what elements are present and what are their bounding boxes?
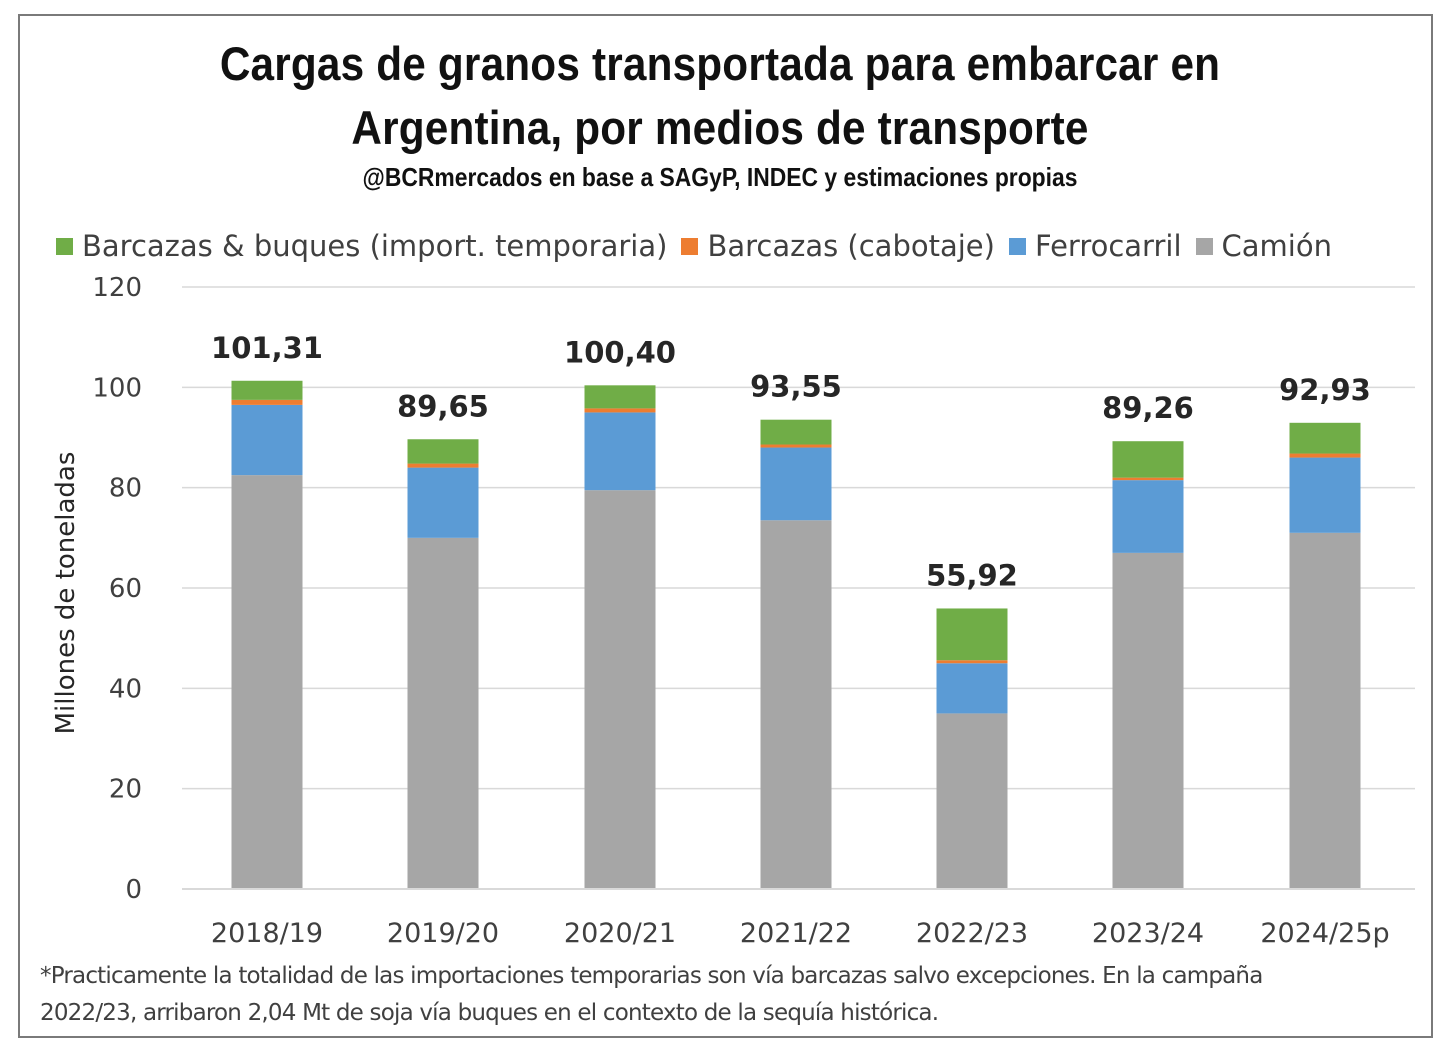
bar-total-label: 55,92 <box>926 558 1018 592</box>
x-tick-label: 2022/23 <box>916 918 1028 949</box>
bar-total-label: 92,93 <box>1279 373 1371 407</box>
bar-segment <box>1289 532 1361 889</box>
x-tick-label: 2018/19 <box>211 918 323 949</box>
bar-segment <box>1112 477 1184 481</box>
legend-label: Barcazas (cabotaje) <box>707 229 995 263</box>
legend-item: Barcazas & buques (import. temporaria) <box>56 229 667 263</box>
bar-segment <box>407 463 479 468</box>
bar-segment <box>407 537 479 889</box>
bar-segment <box>936 663 1008 714</box>
bar-segment <box>936 660 1008 664</box>
y-tick-label: 80 <box>109 474 142 504</box>
y-tick-label: 60 <box>109 574 142 604</box>
bar-segment <box>231 380 303 400</box>
bar-segment <box>231 399 303 405</box>
bar-segment <box>1289 457 1361 533</box>
bar-segment <box>1112 552 1184 889</box>
y-tick-label: 40 <box>109 674 142 704</box>
bar-segment <box>1112 441 1184 478</box>
x-tick-label: 2019/20 <box>387 918 499 949</box>
bar-segment <box>1289 453 1361 458</box>
legend-swatch <box>1195 237 1213 255</box>
chart-title: Cargas de granos transportada para embar… <box>72 32 1368 160</box>
bar-segment <box>1112 480 1184 553</box>
bar-segment <box>936 608 1008 661</box>
legend-label: Camión <box>1221 229 1332 263</box>
bar-total-label: 93,55 <box>750 370 842 404</box>
bar-segment <box>760 419 832 445</box>
legend-swatch <box>56 237 73 255</box>
legend-label: Barcazas & buques (import. temporaria) <box>82 229 668 263</box>
bar-segment <box>760 520 832 889</box>
footnote-line-2: 2022/23, arribaron 2,04 Mt de soja vía b… <box>40 1000 939 1026</box>
legend-item: Camión <box>1195 229 1332 263</box>
bar-total-label: 89,26 <box>1102 391 1194 425</box>
bar-total-label: 100,40 <box>564 335 676 369</box>
bar-segment <box>1289 422 1361 454</box>
bar-segment <box>760 444 832 448</box>
bar-segment <box>407 439 479 464</box>
y-tick-label: 100 <box>92 373 142 403</box>
legend-swatch <box>1008 237 1026 255</box>
chart-title-line-2: Argentina, por medios de transporte <box>351 101 1089 154</box>
y-tick-label: 20 <box>109 775 142 805</box>
x-tick-label: 2023/24 <box>1092 918 1204 949</box>
bar-segment <box>584 490 656 889</box>
bar-total-label: 101,31 <box>211 331 323 365</box>
footnote-line-1: *Practicamente la totalidad de las impor… <box>40 963 1263 989</box>
x-tick-label: 2024/25p <box>1260 918 1389 949</box>
legend-item: Barcazas (cabotaje) <box>681 229 995 263</box>
y-axis-label: Millones de toneladas <box>51 452 81 735</box>
x-tick-label: 2020/21 <box>564 918 676 949</box>
bar-segment <box>584 408 656 413</box>
bar-segment <box>936 713 1008 889</box>
bar-segment <box>231 404 303 476</box>
bar-total-label: 89,65 <box>397 389 489 423</box>
bar-segment <box>584 412 656 491</box>
chart-title-line-1: Cargas de granos transportada para embar… <box>219 37 1221 90</box>
x-tick-label: 2021/22 <box>740 918 852 949</box>
bar-segment <box>407 467 479 538</box>
legend-swatch <box>681 237 699 255</box>
y-tick-label: 0 <box>125 875 142 905</box>
footnote: *Practicamente la totalidad de las impor… <box>40 958 1410 1032</box>
chart-subtitle: @BCRmercados en base a SAGyP, INDEC y es… <box>362 162 1078 192</box>
legend-label: Ferrocarril <box>1034 229 1182 263</box>
y-tick-label: 120 <box>92 273 142 303</box>
bar-segment <box>760 447 832 521</box>
bar-segment <box>231 475 303 889</box>
legend-item: Ferrocarril <box>1008 229 1182 263</box>
chart-legend: Barcazas & buques (import. temporaria) Ba… <box>56 226 1416 266</box>
bar-segment <box>584 385 656 409</box>
